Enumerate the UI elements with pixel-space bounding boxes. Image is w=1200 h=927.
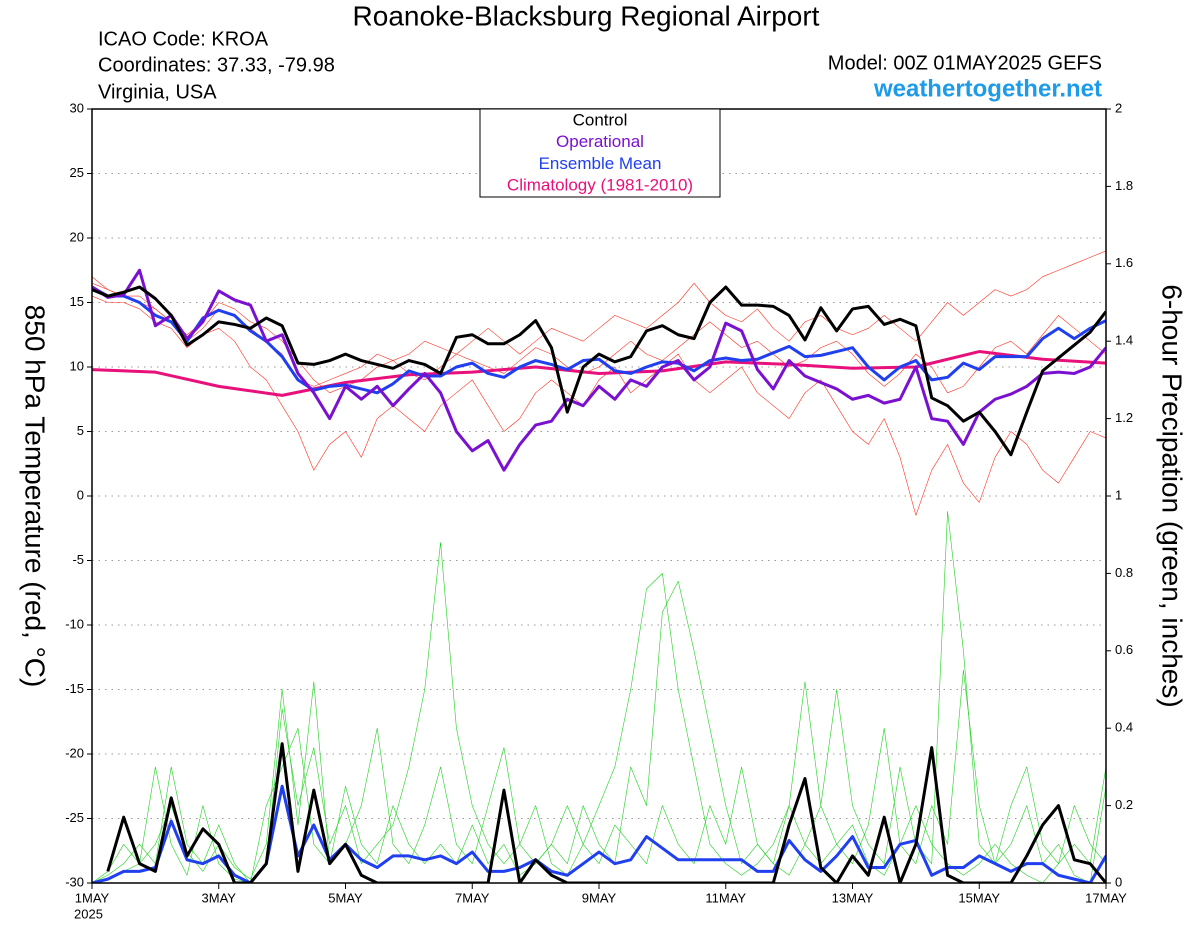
y-tick-label: -5 bbox=[72, 552, 84, 567]
y-axis-label: 850 hPa Temperature (red, °C) bbox=[20, 305, 51, 688]
info-text: ICAO Code: KROA bbox=[98, 28, 269, 50]
precip-line bbox=[92, 511, 1106, 883]
info-text: Coordinates: 37.33, -79.98 bbox=[98, 54, 335, 76]
y2-axis-label: 6-hour Precipation (green, inches) bbox=[1157, 284, 1188, 707]
temperature-line bbox=[92, 350, 1106, 397]
y-tick-label: -10 bbox=[65, 616, 84, 631]
y2-tick-label: 1 bbox=[1115, 487, 1122, 502]
year-label: 2025 bbox=[74, 906, 103, 921]
y-tick-label: 15 bbox=[70, 294, 84, 309]
axes: -30 -25 -20 -15 -10 -5 0 5 10 15 20 25 30 0 0.2 0.4 0.6 0… bbox=[65, 100, 1133, 905]
y2-tick-label: 0.4 bbox=[1115, 720, 1133, 735]
y2-tick-label: 1.6 bbox=[1115, 255, 1133, 270]
site-text: weathertogether.net bbox=[873, 75, 1102, 102]
x-tick-label: 1MAY bbox=[75, 890, 110, 905]
chart-title: Roanoke-Blacksburg Regional Airport bbox=[353, 0, 820, 31]
y2-tick-label: 0.8 bbox=[1115, 565, 1133, 580]
legend-entry: Ensemble Mean bbox=[539, 154, 662, 173]
legend-entry: Operational bbox=[556, 132, 644, 151]
y-tick-label: 30 bbox=[70, 100, 84, 115]
plot-lines bbox=[92, 250, 1106, 883]
x-tick-label: 3MAY bbox=[202, 890, 237, 905]
y2-tick-label: 0 bbox=[1115, 874, 1122, 889]
legend-box bbox=[479, 108, 721, 198]
precip-line bbox=[92, 669, 1106, 883]
x-tick-label: 5MAY bbox=[328, 890, 363, 905]
precip-line bbox=[106, 742, 1106, 883]
y-tick-label: 10 bbox=[70, 358, 84, 373]
y2-tick-label: 1.4 bbox=[1115, 333, 1133, 348]
y-tick-label: 25 bbox=[70, 165, 84, 180]
info-text: Virginia, USA bbox=[98, 81, 217, 103]
y-tick-label: -30 bbox=[65, 874, 84, 889]
y-tick-label: 20 bbox=[70, 229, 84, 244]
x-tick-label: 9MAY bbox=[582, 890, 617, 905]
x-tick-label: 17MAY bbox=[1085, 890, 1127, 905]
y-tick-label: 5 bbox=[77, 423, 84, 438]
x-tick-label: 15MAY bbox=[958, 890, 1000, 905]
legend: Control Operational Ensemble Mean Climatolo… bbox=[507, 110, 693, 194]
y2-tick-label: 2 bbox=[1115, 100, 1122, 115]
y2-tick-label: 1.2 bbox=[1115, 410, 1133, 425]
y-tick-label: 0 bbox=[77, 487, 84, 502]
temperature-line bbox=[92, 295, 1106, 516]
y-tick-label: -20 bbox=[65, 745, 84, 760]
legend-entry: Control bbox=[573, 110, 628, 129]
model-text: Model: 00Z 01MAY2025 GEFS bbox=[828, 52, 1102, 74]
y-tick-label: -25 bbox=[65, 810, 84, 825]
temperature-line bbox=[92, 268, 1106, 472]
x-tick-label: 7MAY bbox=[455, 890, 490, 905]
x-tick-label: 13MAY bbox=[832, 890, 874, 905]
legend-entry: Climatology (1981-2010) bbox=[507, 176, 693, 195]
y2-tick-label: 0.2 bbox=[1115, 797, 1133, 812]
x-tick-label: 11MAY bbox=[705, 890, 746, 905]
temperature-line bbox=[92, 285, 1106, 395]
y2-tick-label: 1.8 bbox=[1115, 178, 1133, 193]
grid bbox=[92, 108, 1106, 884]
y2-tick-label: 0.6 bbox=[1115, 642, 1133, 657]
temperature-line bbox=[92, 285, 1106, 457]
y-tick-label: -15 bbox=[65, 681, 84, 696]
